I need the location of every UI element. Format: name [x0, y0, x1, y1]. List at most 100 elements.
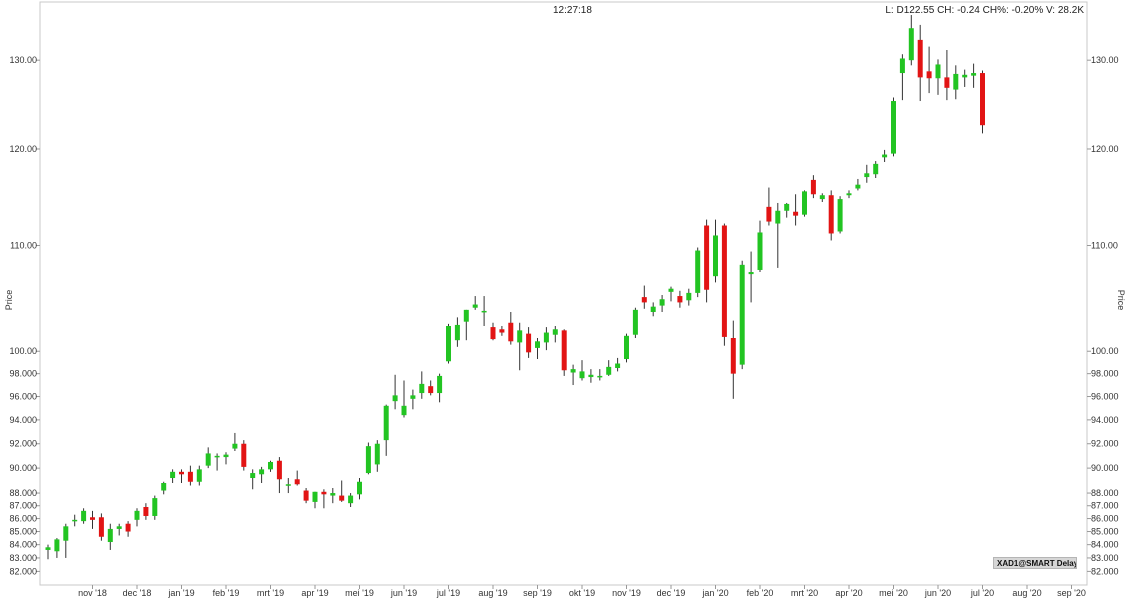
candle — [499, 326, 505, 336]
candle — [686, 288, 692, 306]
candle — [793, 194, 799, 226]
candle-body — [187, 471, 193, 482]
candle-body — [855, 184, 861, 189]
candle-body — [107, 528, 113, 543]
candle-body — [641, 297, 647, 303]
candle — [650, 302, 656, 317]
candle-body — [401, 405, 407, 416]
candle-body — [116, 526, 122, 529]
y-axis-left: 130.00 120.00 110.00 100.00 98.000 96.000 94.0… — [9, 55, 40, 576]
candle-body — [810, 179, 816, 195]
candle — [303, 488, 309, 504]
x-axis: nov '18 dec '18 jan '19 feb '19 mrt '19 apr '… — [78, 585, 1086, 598]
candle-body — [864, 173, 870, 178]
x-tick-label: jan '19 — [167, 588, 194, 598]
candle — [63, 523, 69, 558]
x-tick-label: jul '20 — [970, 588, 994, 598]
candle — [864, 164, 870, 183]
candle — [419, 371, 425, 399]
candle — [570, 364, 576, 386]
candle — [330, 488, 336, 504]
y-tick-label: 100.00 — [9, 346, 37, 356]
candle — [374, 440, 380, 472]
candle-body — [926, 71, 932, 79]
y-tick-label: 87.000 — [9, 501, 37, 511]
candle-body — [419, 383, 425, 394]
candle — [312, 491, 318, 509]
candle — [624, 333, 629, 363]
candle-body — [312, 491, 318, 502]
candle-body — [828, 195, 834, 234]
candle-body — [944, 77, 950, 88]
x-tick-label: feb '19 — [213, 588, 240, 598]
candle — [677, 290, 683, 308]
candle — [196, 465, 202, 486]
candle-body — [659, 299, 665, 306]
candle — [766, 187, 772, 226]
candle-body — [748, 272, 754, 275]
candle-body — [98, 517, 104, 537]
candle — [819, 193, 825, 202]
y-axis-title-left: Price — [4, 290, 14, 311]
candle-body — [757, 232, 763, 270]
candle — [134, 508, 140, 527]
candle-body — [615, 363, 621, 369]
candle-body — [285, 484, 291, 486]
candle — [855, 178, 861, 191]
candle — [401, 380, 407, 418]
candle-body — [953, 73, 959, 90]
candle-body — [561, 330, 567, 371]
x-tick-label: sep '19 — [523, 588, 552, 598]
candle — [704, 219, 710, 303]
candle-body — [713, 235, 718, 277]
candle-body — [846, 193, 852, 196]
candle-body — [650, 306, 656, 313]
candle — [259, 466, 265, 484]
candle-body — [579, 371, 585, 379]
candle — [828, 190, 834, 241]
candle-body — [739, 264, 745, 365]
candle — [179, 469, 184, 484]
y-tick-label: 83.000 — [9, 553, 37, 563]
candle — [285, 478, 291, 494]
candle-body — [454, 324, 460, 341]
x-tick-label: mrt '20 — [791, 588, 818, 598]
candle-body — [383, 405, 389, 441]
candle-body — [446, 326, 451, 362]
candles — [45, 15, 985, 560]
y-tick-label: 130.00 — [1091, 55, 1119, 65]
y-tick-label: 88.000 — [9, 488, 37, 498]
candle-body — [624, 335, 629, 360]
candle — [508, 312, 514, 345]
candle-body — [63, 526, 69, 541]
candle — [81, 508, 87, 524]
candle-body — [321, 491, 327, 495]
y-tick-label: 120.00 — [9, 144, 37, 154]
candle — [54, 538, 60, 558]
candle — [437, 373, 443, 403]
candle-body — [357, 481, 362, 495]
candle-body — [588, 374, 594, 378]
candle-body — [597, 375, 603, 378]
candle-body — [784, 203, 790, 211]
candle-body — [962, 74, 968, 78]
x-tick-label: jun '20 — [924, 588, 951, 598]
candle-body — [917, 39, 923, 78]
candle — [926, 46, 932, 94]
data-source-badge[interactable]: XAD1@SMART Delayed — [993, 557, 1077, 569]
candle-body — [330, 493, 336, 496]
y-tick-label: 87.000 — [1091, 501, 1119, 511]
candle-body — [339, 495, 345, 501]
x-tick-label: dec '19 — [657, 588, 686, 598]
candle-body — [570, 369, 576, 373]
x-tick-label: mei '19 — [345, 588, 374, 598]
candle — [917, 24, 923, 102]
candle-body — [143, 507, 149, 516]
candle — [72, 514, 78, 527]
y-tick-label: 96.000 — [9, 392, 37, 402]
candle-body — [152, 498, 158, 516]
candle — [241, 440, 247, 471]
candle — [143, 503, 149, 520]
candle — [365, 442, 371, 475]
